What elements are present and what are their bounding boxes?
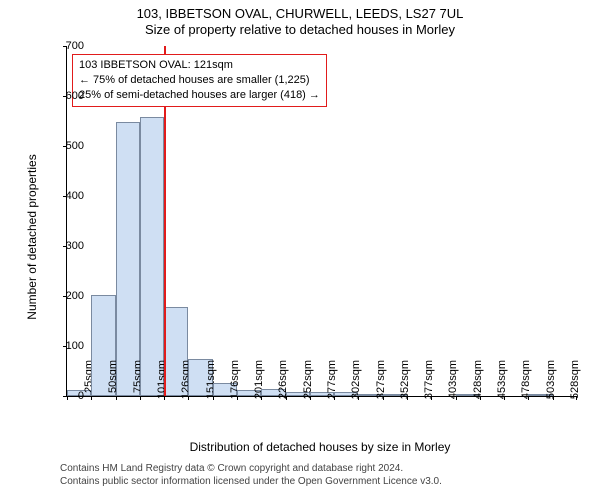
x-tick-mark <box>528 396 529 400</box>
y-tick-label: 200 <box>44 290 84 302</box>
x-tick-label: 377sqm <box>423 360 435 400</box>
x-tick-mark <box>358 396 359 400</box>
callout-line: 103 IBBETSON OVAL: 121sqm <box>79 58 320 73</box>
chart-title-address: 103, IBBETSON OVAL, CHURWELL, LEEDS, LS2… <box>0 6 600 21</box>
y-tick-label: 600 <box>44 90 84 102</box>
x-tick-mark <box>140 396 141 400</box>
y-tick-label: 300 <box>44 240 84 252</box>
x-tick-mark <box>383 396 384 400</box>
x-tick-mark <box>261 396 262 400</box>
x-tick-label: 503sqm <box>545 360 557 400</box>
x-tick-mark <box>407 396 408 400</box>
x-tick-mark <box>188 396 189 400</box>
histogram-bar <box>116 122 140 396</box>
x-tick-mark <box>431 396 432 400</box>
y-axis-label: Number of detached properties <box>25 87 39 387</box>
footer-line-2: Contains public sector information licen… <box>60 475 580 488</box>
y-tick-label: 400 <box>44 190 84 202</box>
chart-title-subtitle: Size of property relative to detached ho… <box>0 22 600 37</box>
callout-line: 25% of semi-detached houses are larger (… <box>79 88 320 103</box>
x-tick-mark <box>213 396 214 400</box>
x-tick-label: 352sqm <box>399 360 411 400</box>
x-tick-mark <box>504 396 505 400</box>
x-tick-mark <box>310 396 311 400</box>
x-tick-mark <box>116 396 117 400</box>
x-tick-mark <box>576 396 577 400</box>
footer-attribution: Contains HM Land Registry data © Crown c… <box>60 462 580 488</box>
x-tick-mark <box>480 396 481 400</box>
x-axis-label: Distribution of detached houses by size … <box>60 440 580 454</box>
x-tick-mark <box>286 396 287 400</box>
x-tick-mark <box>237 396 238 400</box>
x-tick-mark <box>91 396 92 400</box>
x-tick-mark <box>334 396 335 400</box>
footer-line-1: Contains HM Land Registry data © Crown c… <box>60 462 580 475</box>
histogram-bar <box>140 117 164 396</box>
x-tick-label: 453sqm <box>496 360 508 400</box>
x-tick-mark <box>164 396 165 400</box>
x-tick-label: 528sqm <box>569 360 581 400</box>
x-tick-mark <box>456 396 457 400</box>
y-tick-label: 700 <box>44 40 84 52</box>
x-tick-label: 428sqm <box>472 360 484 400</box>
y-tick-label: 500 <box>44 140 84 152</box>
y-tick-label: 100 <box>44 340 84 352</box>
plot-area: 25sqm50sqm75sqm101sqm126sqm151sqm176sqm2… <box>66 46 577 397</box>
y-tick-label: 0 <box>44 390 84 402</box>
callout-line: ← 75% of detached houses are smaller (1,… <box>79 73 320 88</box>
property-callout: 103 IBBETSON OVAL: 121sqm← 75% of detach… <box>72 54 327 107</box>
x-tick-mark <box>553 396 554 400</box>
